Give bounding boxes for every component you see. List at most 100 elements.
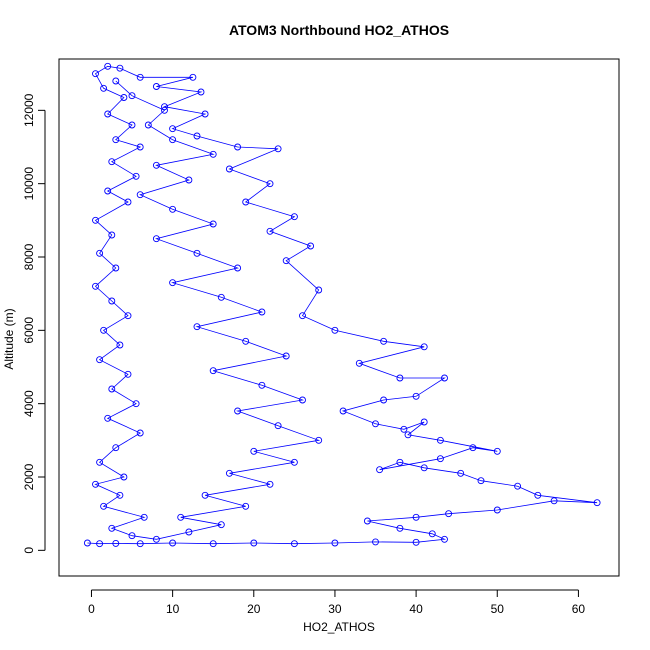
data-point — [128, 92, 136, 100]
data-point — [242, 337, 250, 345]
data-point — [217, 293, 225, 301]
data-point — [185, 176, 193, 184]
data-point — [92, 70, 99, 78]
data-point — [128, 121, 136, 129]
data-point — [169, 136, 177, 144]
x-tick-label: 60 — [572, 602, 586, 616]
data-point — [108, 158, 116, 166]
data-point — [331, 539, 339, 547]
x-axis-label: HO2_ATHOS — [303, 620, 375, 634]
data-point — [136, 429, 144, 437]
data-point — [136, 540, 144, 548]
data-point — [104, 110, 112, 118]
data-point — [420, 418, 428, 426]
data-point — [380, 396, 388, 404]
data-point — [96, 356, 104, 364]
data-point — [112, 539, 120, 547]
data-point — [104, 414, 112, 422]
data-point — [112, 136, 120, 144]
data-point — [242, 502, 250, 510]
y-tick-label: 10000 — [22, 167, 36, 201]
y-tick-label: 6000 — [22, 317, 36, 344]
data-point — [412, 392, 420, 400]
data-point — [493, 506, 501, 514]
data-point — [189, 73, 197, 81]
data-point — [234, 264, 242, 272]
data-point — [428, 530, 436, 538]
data-point — [152, 161, 160, 169]
data-point — [92, 480, 99, 488]
data-point — [234, 143, 242, 151]
data-point — [96, 249, 104, 257]
data-point — [436, 436, 444, 444]
data-point — [108, 524, 116, 532]
y-tick-label: 2000 — [22, 463, 36, 490]
data-point — [132, 172, 140, 180]
x-axis: 0 10 20 30 40 50 60 — [88, 589, 586, 616]
data-point — [92, 216, 99, 224]
data-point — [331, 326, 339, 334]
data-point — [355, 359, 363, 367]
data-point — [436, 455, 444, 463]
data-point — [299, 312, 306, 320]
data-point — [193, 132, 201, 140]
data-point — [412, 538, 420, 546]
data-point — [290, 213, 298, 221]
data-point — [185, 528, 193, 536]
data-point — [108, 297, 116, 305]
y-axis-label: Altitude (m) — [2, 308, 16, 369]
data-point — [400, 425, 408, 433]
data-point — [124, 370, 132, 378]
data-point — [116, 491, 124, 499]
data-point — [144, 121, 152, 129]
data-point — [169, 539, 177, 547]
data-point — [242, 198, 250, 206]
data-point — [112, 264, 120, 272]
data-point — [209, 150, 217, 158]
data-point — [445, 510, 453, 518]
data-point — [152, 83, 160, 90]
data-point — [96, 540, 104, 548]
x-tick-label: 0 — [88, 602, 95, 616]
data-point — [282, 352, 290, 360]
data-point — [376, 466, 384, 474]
data-point — [169, 279, 177, 287]
data-point — [290, 540, 298, 548]
data-point — [420, 464, 428, 472]
y-axis: 0 2000 4000 6000 8000 10000 12000 — [22, 93, 46, 554]
data-point — [96, 458, 104, 466]
data-point — [412, 513, 420, 521]
y-tick-label: 0 — [22, 547, 36, 554]
data-point — [100, 326, 108, 334]
data-point — [274, 422, 282, 430]
data-point — [201, 491, 209, 499]
data-point — [534, 491, 542, 499]
data-point — [315, 436, 323, 444]
data-point — [116, 64, 124, 72]
data-point — [441, 535, 448, 543]
x-tick-label: 10 — [166, 602, 180, 616]
y-tick-label: 8000 — [22, 243, 36, 270]
data-point — [136, 73, 144, 81]
data-point — [380, 337, 388, 345]
data-point — [140, 513, 148, 521]
data-point — [104, 62, 112, 70]
data-point — [169, 125, 177, 133]
x-tick-label: 40 — [409, 602, 423, 616]
data-point — [469, 444, 477, 452]
data-point — [209, 540, 217, 548]
data-point — [266, 180, 274, 188]
data-point — [234, 407, 242, 415]
data-point — [197, 88, 205, 96]
data-point — [266, 227, 274, 235]
data-point — [593, 499, 601, 507]
series-line — [87, 65, 598, 545]
data-point — [372, 538, 379, 546]
data-point — [477, 477, 485, 485]
plot-area — [83, 62, 601, 548]
data-point — [209, 220, 217, 228]
data-point — [550, 497, 558, 505]
data-point — [420, 343, 428, 351]
chart-title: ATOM3 Northbound HO2_ATHOS — [229, 22, 449, 38]
